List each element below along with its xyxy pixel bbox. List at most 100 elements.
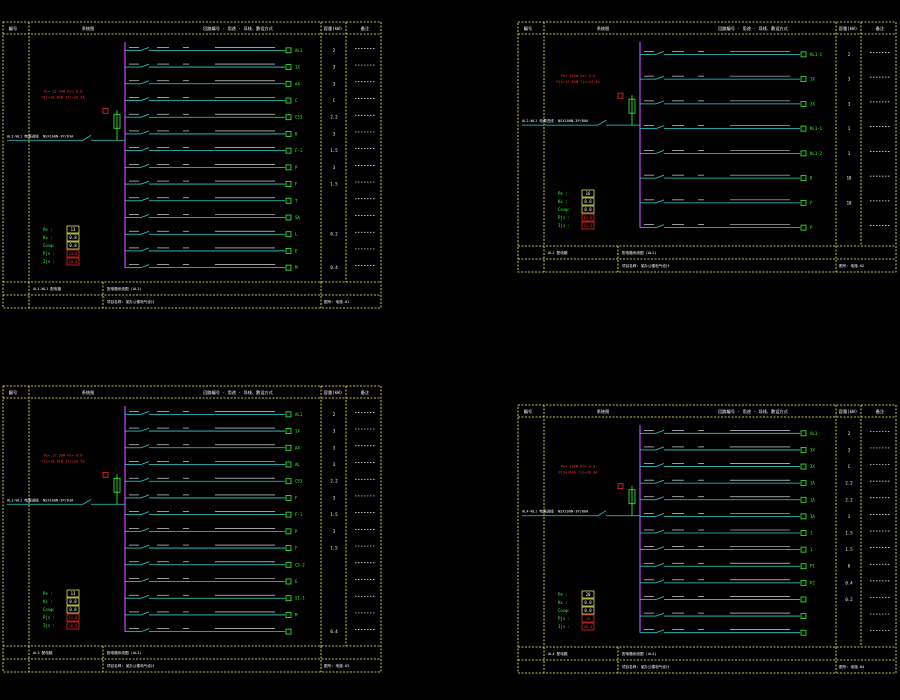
schematic-sheet-1: 编号 系统图 回路编号 · 用途 · 导线、敷设方式 容量(kW) 备注 AL1-WL1 …	[2, 21, 382, 309]
load-label: P2	[810, 580, 815, 585]
header-circuit: 回路编号 · 用途 · 导线、敷设方式	[718, 408, 788, 415]
incoming-label: AL1-WL1 电源进线	[7, 133, 39, 138]
load-symbol	[285, 528, 292, 535]
header-main: 系统图	[82, 25, 95, 32]
power-value: 3	[333, 462, 336, 467]
load-label: D	[810, 176, 813, 181]
header-circuit: 回路编号 · 用途 · 导线、敷设方式	[203, 25, 273, 32]
power-value: 0.2	[845, 597, 853, 602]
load-label: 1A	[810, 497, 815, 502]
legend-cell	[581, 598, 595, 607]
legend-key: Pjs :	[558, 215, 570, 220]
footer-drawing-name: 配电箱系统图 (AL3)	[107, 650, 142, 655]
load-symbol	[285, 147, 292, 154]
footer-drawing-no: 图号: 电施-04	[839, 664, 864, 669]
spd-symbol	[628, 98, 636, 114]
load-label: 1X	[295, 429, 300, 434]
load-symbol	[800, 447, 807, 453]
header-main: 系统图	[597, 408, 610, 415]
switch-contact	[655, 199, 665, 204]
legend-cell	[581, 213, 595, 222]
switch-contact	[140, 230, 150, 235]
legend-cell	[581, 197, 595, 206]
load-legend: Pe : 16 Kx : 0.8 Cosφ: 0.8 Pjs : 12.8 Ijs : 24.3	[558, 189, 595, 230]
load-symbol	[800, 513, 807, 520]
switch-contact	[140, 147, 150, 152]
load-calc-note-2: Pjs=16kW Ijs=30.4A	[559, 471, 599, 475]
switch-contact	[140, 427, 150, 432]
meter-symbol	[617, 92, 624, 99]
load-label: P1	[810, 564, 815, 569]
legend-value: 0.8	[584, 608, 592, 613]
header-no: 编号	[9, 25, 17, 32]
circuit-row: KL1-2 1	[640, 150, 890, 157]
meter-symbol	[102, 107, 109, 114]
load-legend: Pe : 13 Kx : 0.8 Cosφ: 0.8 Pjs : 10.8 Ijs : 20.5	[43, 225, 80, 266]
legend-cell	[66, 597, 80, 606]
load-symbol	[800, 546, 807, 553]
legend-cell	[581, 221, 595, 230]
header-circuit: 回路编号 · 用途 · 导线、敷设方式	[718, 25, 788, 32]
legend-cell	[66, 249, 80, 258]
power-value: 3	[333, 529, 336, 534]
load-symbol	[285, 131, 292, 137]
switch-contact	[140, 130, 150, 135]
load-symbol	[800, 463, 807, 470]
circuit-row: F-1 1.5	[125, 147, 375, 154]
incoming-label: AL3-WL1 电源进线	[7, 497, 39, 502]
circuit-row: CS-2	[125, 561, 375, 568]
legend-cell	[581, 606, 595, 615]
sheet-frame	[2, 21, 382, 309]
circuit-row: P2 0.4	[640, 579, 890, 586]
header-power: 容量(kW)	[324, 25, 342, 32]
header-power: 容量(kW)	[839, 25, 857, 32]
legend-key: Cosφ:	[43, 243, 55, 248]
load-symbol	[800, 430, 807, 437]
switch-contact	[655, 629, 665, 634]
load-symbol	[800, 150, 807, 157]
load-calc-note-2: Pjs=10.8kW Ijs=20.5A	[41, 459, 85, 463]
load-symbol	[800, 530, 807, 536]
circuit-row: CS3 2.2	[125, 113, 375, 121]
circuit-row: AL1 2	[125, 410, 375, 418]
switch-contact	[140, 578, 150, 582]
load-label: AL1	[295, 48, 303, 53]
load-calc-note-1: Pe= 13.5kW Kx= 0.8	[44, 89, 83, 93]
load-symbol	[285, 428, 292, 434]
load-label: C	[295, 98, 298, 103]
legend-key: Ijs :	[43, 623, 55, 628]
load-calc-note-1: Pe= 20kW Kx= 0.8	[561, 465, 596, 469]
switch-contact	[655, 562, 665, 567]
legend-value: 0.8	[584, 207, 592, 212]
schematic-sheet-2: 编号 系统图 回路编号 · 用途 · 导线、敷设方式 容量(kW) 备注 AL2 配电箱 配…	[517, 21, 897, 273]
legend-value: 13	[71, 227, 76, 232]
circuit-row: F 1.5	[125, 180, 375, 187]
circuit-row: A4 3	[125, 444, 375, 451]
legend-cell	[66, 225, 80, 234]
load-symbol	[285, 64, 292, 70]
load-symbol	[800, 596, 807, 603]
power-value: 0.2	[330, 232, 338, 237]
legend-key: Kx :	[558, 600, 568, 605]
header-power: 容量(kW)	[324, 389, 342, 396]
power-value: 2	[848, 431, 851, 436]
circuit-row: F 1.5	[125, 544, 375, 551]
load-symbol	[800, 480, 807, 487]
switch-contact	[140, 477, 150, 482]
legend-key: Ijs :	[558, 223, 570, 228]
power-value: 1	[848, 514, 851, 519]
load-label: A4	[295, 81, 300, 86]
legend-value: 20.5	[69, 260, 78, 264]
power-value: 2.2	[845, 497, 853, 502]
legend-value: 16	[586, 617, 590, 621]
circuit-row: 1A 1	[640, 513, 890, 520]
sheet-frame	[517, 404, 897, 674]
legend-cell	[66, 613, 80, 622]
switch-contact	[655, 224, 665, 228]
circuit-row: M	[125, 611, 375, 618]
power-value: 3	[333, 65, 336, 70]
switch-contact	[655, 100, 665, 105]
